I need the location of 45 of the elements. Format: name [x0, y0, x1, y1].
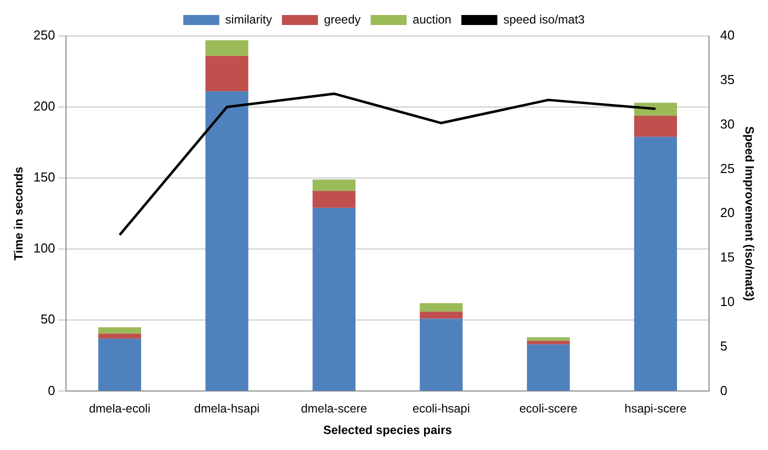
y2-tick-label: 40: [720, 28, 735, 43]
y-tick-label: 150: [33, 170, 56, 185]
y2-tick-label: 15: [720, 250, 735, 265]
legend-label: greedy: [324, 12, 361, 26]
y-tick-label: 100: [33, 240, 56, 256]
bar: [205, 91, 248, 391]
x-tick-label: dmela-ecoli: [89, 402, 150, 416]
x-tick-label: dmela-hsapi: [194, 402, 260, 416]
bar: [526, 340, 570, 344]
legend-label: auction: [412, 12, 452, 26]
y2-tick-label: 35: [720, 72, 735, 87]
y2-tick-label: 30: [720, 116, 735, 132]
bar: [205, 40, 248, 56]
y-tick-label: 0: [48, 382, 56, 398]
legend-label: similarity: [225, 12, 272, 26]
bar: [312, 190, 356, 208]
bar: [526, 337, 570, 341]
bar: [98, 334, 142, 339]
bar: [634, 116, 677, 137]
y2-tick-label: 0: [720, 382, 728, 398]
y-tick-label: 200: [33, 98, 56, 114]
legend-label: speed iso/mat3: [503, 12, 586, 26]
bar: [98, 338, 142, 391]
bar: [420, 318, 463, 391]
y-axis-title: Time in seconds: [12, 166, 26, 261]
x-tick-label: ecoli-scere: [519, 402, 578, 416]
bar: [634, 136, 677, 391]
y-tick-label: 250: [33, 28, 56, 43]
bar: [205, 56, 248, 92]
bar: [420, 312, 463, 319]
x-axis-title: Selected species pairs: [323, 423, 452, 438]
y-tick-label: 50: [40, 312, 56, 327]
x-tick-label: ecoli-hsapi: [412, 402, 470, 416]
bar: [98, 327, 142, 334]
x-tick-label: hsapi-scere: [624, 402, 687, 416]
bar: [312, 208, 356, 391]
y2-axis-title: Speed Improvement (iso/mat3): [742, 126, 756, 301]
bar: [526, 344, 570, 391]
bar: [420, 303, 463, 312]
y2-tick-label: 25: [720, 160, 735, 176]
bar: [312, 180, 356, 191]
x-tick-label: dmela-scere: [301, 402, 368, 416]
y2-tick-label: 5: [720, 338, 728, 354]
y2-tick-label: 20: [720, 205, 735, 220]
y2-tick-label: 10: [720, 294, 735, 309]
